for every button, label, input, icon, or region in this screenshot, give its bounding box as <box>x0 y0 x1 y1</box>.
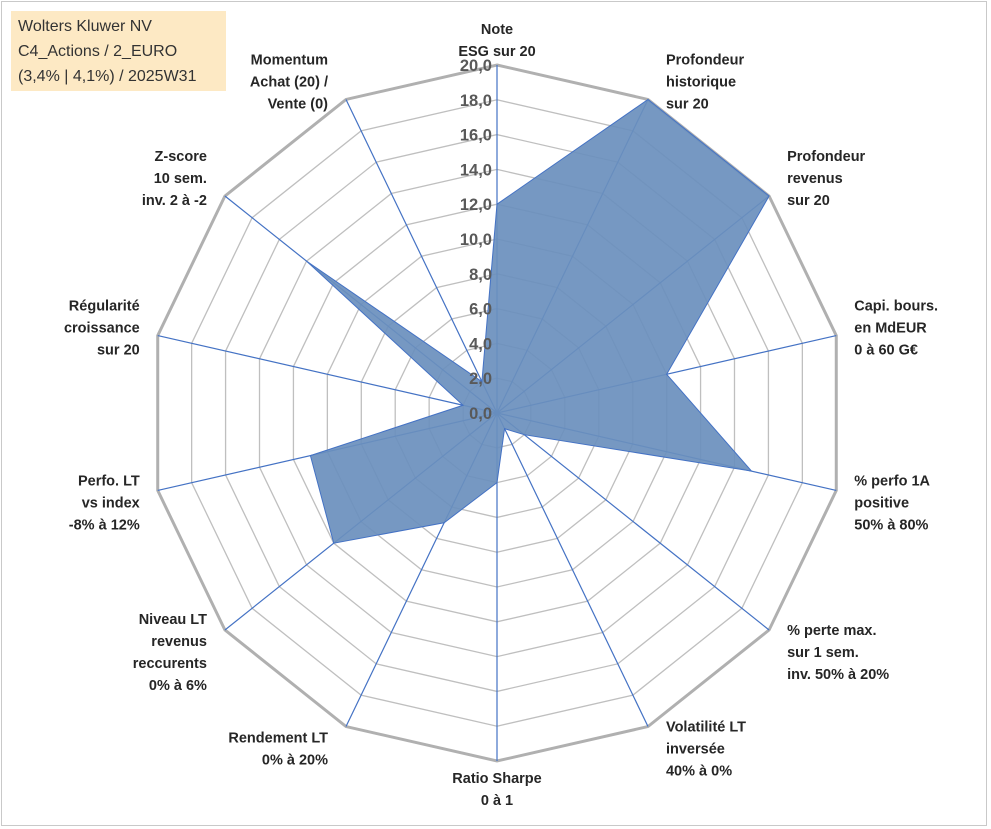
axis-label-line: sur 1 sem. <box>787 645 859 661</box>
info-box: Wolters Kluwer NV C4_Actions / 2_EURO (3… <box>11 11 226 91</box>
axis-label-line: sur 20 <box>666 96 709 112</box>
axis-label: Momentum Achat (20) / Vente (0) <box>250 52 328 112</box>
axis-label-line: 10 sem. <box>154 171 207 187</box>
category-line: C4_Actions / 2_EURO <box>18 43 178 60</box>
axis-label: Volatilité LT inversée 40% à 0% <box>666 720 746 780</box>
axis-label-line: Achat (20) / <box>250 74 328 90</box>
axis-label: % perte max. sur 1 sem. inv. 50% à 20% <box>787 623 889 683</box>
axis-label: Perfo. LT vs index -8% à 12% <box>69 473 140 533</box>
axis-label-line: Ratio Sharpe <box>452 771 541 787</box>
axis-label: Niveau LT revenus reccurents 0% à 6% <box>133 612 207 694</box>
axis-label-line: historique <box>666 74 736 90</box>
axis-spoke <box>496 412 770 631</box>
axis-label-line: 50% à 80% <box>854 517 928 533</box>
axis-label-line: inv. 50% à 20% <box>787 667 889 683</box>
tick-label: 4,0 <box>469 335 492 353</box>
series-area <box>306 98 770 544</box>
axis-labels: Note ESG sur 20 Profondeur historique sur 20… <box>64 22 938 809</box>
axis-label: Régularité croissance sur 20 <box>64 299 140 359</box>
axis-spoke <box>496 412 649 727</box>
axis-label-line: positive <box>854 495 909 511</box>
axis-label-line: 0% à 20% <box>262 753 328 769</box>
axis-label-line: ESG sur 20 <box>458 44 535 60</box>
axis-label-line: revenus <box>787 171 843 187</box>
axis-label-line: Régularité <box>69 299 140 315</box>
axis-label-line: 0 à 1 <box>481 793 513 809</box>
tick-label: 16,0 <box>460 127 492 145</box>
period-line: (3,4% | 4,1%) / 2025W31 <box>18 68 197 85</box>
tick-label: 6,0 <box>469 301 492 319</box>
axis-label-line: Volatilité LT <box>666 720 746 736</box>
axis-label-line: Z-score <box>155 149 207 165</box>
axis-label-line: reccurents <box>133 656 207 672</box>
stock-name: Wolters Kluwer NV <box>18 18 152 35</box>
axis-label-line: Rendement LT <box>228 731 328 747</box>
axis-label-line: 40% à 0% <box>666 764 732 780</box>
axis-label: % perfo 1A positive 50% à 80% <box>854 473 930 533</box>
axis-label-line: sur 20 <box>787 193 830 209</box>
axis-label-line: inv. 2 à -2 <box>142 193 207 209</box>
tick-label: 12,0 <box>460 196 492 214</box>
axis-label-line: % perte max. <box>787 623 876 639</box>
tick-label: 8,0 <box>469 266 492 284</box>
tick-label: 14,0 <box>460 161 492 179</box>
axis-label-line: -8% à 12% <box>69 517 140 533</box>
axis-label-line: vs index <box>82 495 140 511</box>
axis-label-line: Capi. bours. <box>854 299 938 315</box>
tick-label: 10,0 <box>460 231 492 249</box>
axis-label: Ratio Sharpe 0 à 1 <box>452 771 541 809</box>
radial-ticks: 0,0 2,0 4,0 6,0 8,0 10,0 12,0 14,0 16,0 18,0 20,0 <box>460 57 492 423</box>
axis-label-line: Niveau LT <box>139 612 207 628</box>
axis-label-line: % perfo 1A <box>854 473 930 489</box>
axis-label-line: en MdEUR <box>854 321 927 337</box>
axis-label: Note ESG sur 20 <box>458 22 535 60</box>
axis-label-line: Momentum <box>251 52 328 68</box>
axis-label-line: sur 20 <box>97 343 140 359</box>
axis-label-line: Profondeur <box>666 52 744 68</box>
axis-spoke <box>157 334 498 414</box>
tick-label: 20,0 <box>460 57 492 75</box>
axis-spoke <box>345 99 498 414</box>
axis-label-line: Perfo. LT <box>78 473 140 489</box>
axis-label-line: croissance <box>64 321 140 337</box>
axis-label-line: inversée <box>666 742 725 758</box>
axis-label-line: revenus <box>151 634 207 650</box>
tick-label: 0,0 <box>469 405 492 423</box>
axis-label: Capi. bours. en MdEUR 0 à 60 G€ <box>854 299 938 359</box>
axis-label-line: Note <box>481 22 513 38</box>
axis-label-line: Vente (0) <box>268 96 329 112</box>
axis-label: Profondeur revenus sur 20 <box>787 149 865 209</box>
axis-label: Rendement LT 0% à 20% <box>228 731 328 769</box>
tick-label: 18,0 <box>460 92 492 110</box>
axis-label-line: 0 à 60 G€ <box>854 343 918 359</box>
axis-label: Z-score 10 sem. inv. 2 à -2 <box>142 149 207 209</box>
data-series <box>306 98 770 544</box>
axis-label: Profondeur historique sur 20 <box>666 52 744 112</box>
axis-label-line: Profondeur <box>787 149 865 165</box>
tick-label: 2,0 <box>469 370 492 388</box>
axis-label-line: 0% à 6% <box>149 678 207 694</box>
